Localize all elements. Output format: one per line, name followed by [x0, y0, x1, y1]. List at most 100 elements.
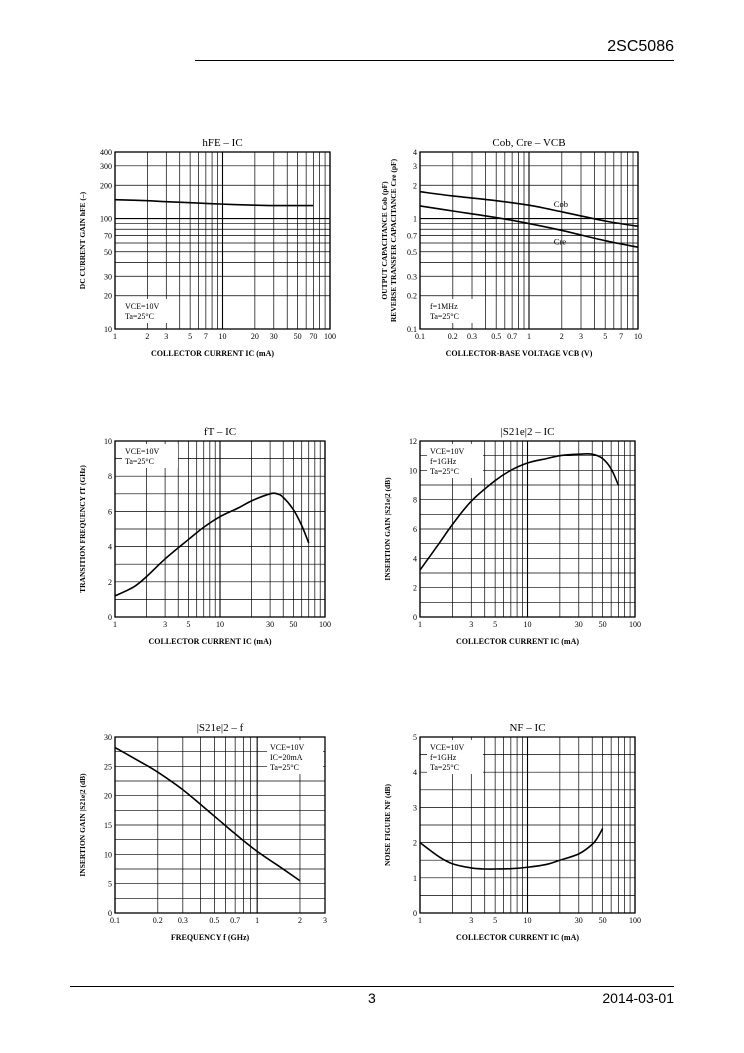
y-axis-label: INSERTION GAIN |S21e|2 (dB) — [383, 477, 392, 581]
y-tick-label: 2 — [413, 181, 417, 190]
series-line — [114, 746, 301, 882]
chart-title: |S21e|2 – f — [197, 722, 244, 734]
y-tick-label: 6 — [413, 525, 417, 534]
x-tick-label: 3 — [163, 620, 167, 629]
y-tick-label: 0.5 — [407, 248, 417, 257]
conditions-bg — [267, 740, 323, 774]
x-tick-label: 30 — [575, 620, 583, 629]
plot-frame — [419, 151, 639, 330]
plot-frame — [419, 440, 636, 618]
x-tick-label: 2 — [145, 332, 149, 341]
y-tick-label: 5 — [108, 880, 112, 889]
y-tick-label: 4 — [108, 543, 112, 552]
y-tick-label: 1 — [413, 215, 417, 224]
y-tick-label: 12 — [409, 437, 417, 446]
x-tick-label: 3 — [164, 332, 168, 341]
series-line — [419, 828, 604, 870]
y-tick-label: 50 — [104, 248, 112, 257]
condition-text: VCE=10V — [125, 447, 160, 456]
x-tick-label: 5 — [188, 332, 192, 341]
x-tick-label: 100 — [629, 620, 641, 629]
page-number: 3 — [368, 990, 376, 1006]
x-tick-label: 3 — [579, 332, 583, 341]
chart-title: |S21e|2 – IC — [501, 426, 555, 438]
condition-text: VCE=10V — [430, 447, 465, 456]
chart-title: NF – IC — [509, 722, 545, 734]
x-tick-label: 1 — [113, 620, 117, 629]
x-axis-label: COLLECTOR CURRENT IC (mA) — [456, 637, 579, 646]
x-tick-label: 5 — [186, 620, 190, 629]
y-tick-label: 400 — [100, 148, 112, 157]
conditions-bg — [122, 299, 178, 323]
y-tick-label: 8 — [108, 472, 112, 481]
x-axis-label: COLLECTOR CURRENT IC (mA) — [456, 933, 579, 942]
y-tick-label: 100 — [100, 215, 112, 224]
x-tick-label: 1 — [418, 916, 422, 925]
condition-text: VCE=10V — [430, 743, 465, 752]
x-tick-label: 1 — [113, 332, 117, 341]
x-tick-label: 3 — [469, 620, 473, 629]
y-axis-label: DC CURRENT GAIN hFE (–) — [78, 191, 87, 289]
plot-frame — [114, 151, 331, 330]
plot-frame — [114, 440, 326, 618]
x-tick-label: 0.1 — [110, 916, 120, 925]
x-tick-label: 0.3 — [467, 332, 477, 341]
x-tick-label: 50 — [294, 332, 302, 341]
y-tick-label: 2 — [413, 584, 417, 593]
x-tick-label: 50 — [599, 620, 607, 629]
y-tick-label: 0 — [108, 613, 112, 622]
y-tick-label: 0.3 — [407, 272, 417, 281]
condition-text: Ta=25°C — [125, 457, 154, 466]
series-line — [114, 492, 310, 597]
conditions-bg — [427, 444, 483, 478]
condition-text: Ta=25°C — [125, 312, 154, 321]
y-tick-label: 25 — [104, 762, 112, 771]
x-tick-label: 30 — [266, 620, 274, 629]
x-tick-label: 30 — [575, 916, 583, 925]
conditions-bg — [427, 299, 483, 323]
plot-frame — [419, 736, 636, 914]
conditions-bg — [122, 444, 178, 468]
x-tick-label: 100 — [324, 332, 336, 341]
y-tick-label: 30 — [104, 272, 112, 281]
y-tick-label: 3 — [413, 162, 417, 171]
y-tick-label: 10 — [104, 325, 112, 334]
x-tick-label: 0.3 — [178, 916, 188, 925]
x-tick-label: 0.1 — [415, 332, 425, 341]
x-tick-label: 7 — [204, 332, 208, 341]
x-tick-label: 2 — [298, 916, 302, 925]
x-tick-label: 20 — [251, 332, 259, 341]
y-tick-label: 20 — [104, 792, 112, 801]
condition-text: Ta=25°C — [430, 312, 459, 321]
x-tick-label: 5 — [493, 620, 497, 629]
y-tick-label: 0.1 — [407, 325, 417, 334]
x-tick-label: 5 — [603, 332, 607, 341]
x-tick-label: 0.5 — [209, 916, 219, 925]
condition-text: Ta=25°C — [270, 763, 299, 772]
series-line — [419, 190, 639, 228]
x-tick-label: 50 — [599, 916, 607, 925]
series-line — [114, 198, 314, 207]
x-tick-label: 10 — [634, 332, 642, 341]
x-tick-label: 0.7 — [230, 916, 240, 925]
footer-rule — [70, 986, 674, 987]
y-tick-label: 70 — [104, 232, 112, 241]
y-tick-label: 30 — [104, 733, 112, 742]
x-tick-label: 10 — [524, 620, 532, 629]
y-axis-label-2: REVERSE TRANSFER CAPACITANCE Cre (pF) — [389, 158, 398, 322]
x-axis-label: COLLECTOR CURRENT IC (mA) — [148, 637, 271, 646]
y-tick-label: 10 — [104, 437, 112, 446]
plot-frame — [114, 736, 326, 914]
y-tick-label: 4 — [413, 768, 417, 777]
x-tick-label: 10 — [216, 620, 224, 629]
y-tick-label: 2 — [413, 839, 417, 848]
x-tick-label: 0.2 — [153, 916, 163, 925]
x-axis-label: COLLECTOR-BASE VOLTAGE VCB (V) — [446, 349, 593, 358]
x-tick-label: 100 — [629, 916, 641, 925]
